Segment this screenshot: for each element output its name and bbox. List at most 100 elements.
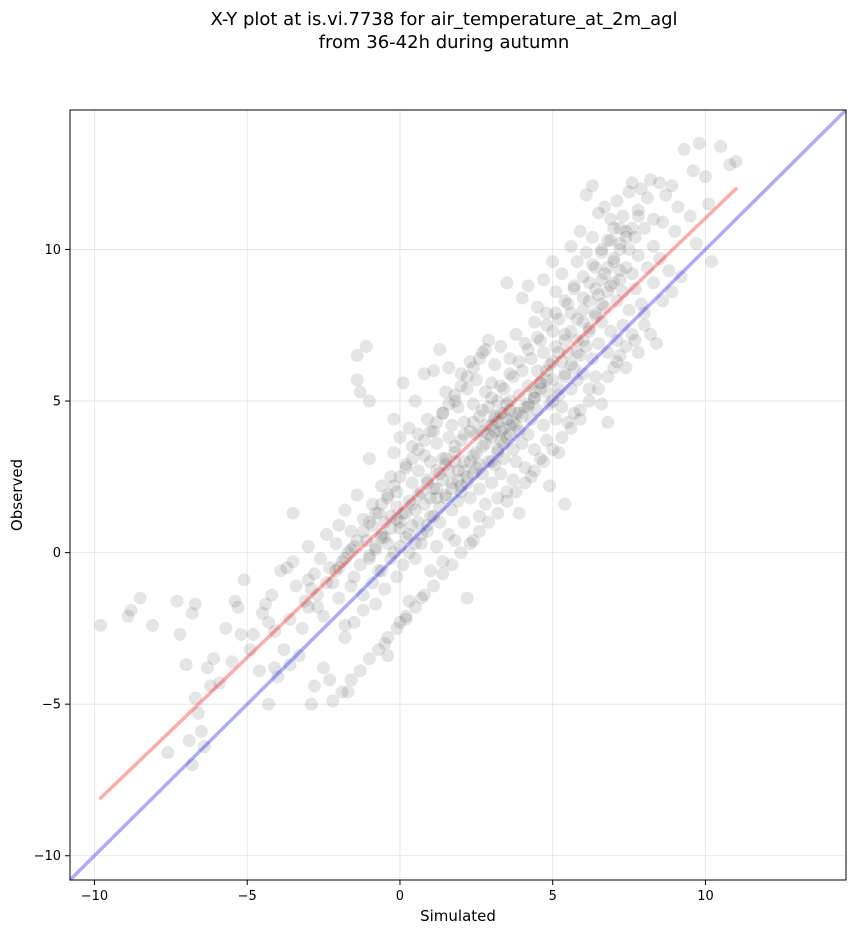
scatter-point bbox=[365, 497, 379, 511]
scatter-point bbox=[521, 279, 535, 293]
scatter-point bbox=[448, 439, 462, 453]
scatter-point bbox=[637, 306, 651, 320]
scatter-point bbox=[604, 212, 618, 226]
scatter-point bbox=[301, 540, 315, 554]
scatter-point bbox=[656, 294, 670, 308]
reference-lines bbox=[70, 110, 846, 880]
scatter-point bbox=[482, 515, 496, 529]
scatter-point bbox=[601, 261, 615, 275]
scatter-point bbox=[714, 139, 728, 153]
scatter-point bbox=[405, 439, 419, 453]
scatter-point bbox=[417, 497, 431, 511]
scatter-point bbox=[463, 355, 477, 369]
scatter-point bbox=[255, 606, 269, 620]
scatter-point bbox=[512, 406, 526, 420]
scatter-point bbox=[194, 724, 208, 738]
scatter-point bbox=[595, 315, 609, 329]
scatter-point bbox=[393, 430, 407, 444]
scatter-point bbox=[634, 297, 648, 311]
scatter-point bbox=[454, 379, 468, 393]
scatter-point bbox=[320, 527, 334, 541]
scatter-point bbox=[338, 552, 352, 566]
scatter-point bbox=[411, 427, 425, 441]
fit-line bbox=[98, 187, 738, 800]
scatter-point bbox=[650, 336, 664, 350]
scatter-point bbox=[494, 406, 508, 420]
scatter-point bbox=[280, 561, 294, 575]
scatter-point bbox=[356, 524, 370, 538]
scatter-point bbox=[485, 455, 499, 469]
scatter-point bbox=[451, 473, 465, 487]
scatter-point bbox=[585, 230, 599, 244]
scatter-point bbox=[631, 346, 645, 360]
scatter-point bbox=[524, 470, 538, 484]
scatter-point bbox=[472, 409, 486, 423]
scatter-point bbox=[427, 364, 441, 378]
scatter-point bbox=[530, 330, 544, 344]
scatter-point bbox=[582, 321, 596, 335]
scatter-point bbox=[369, 506, 383, 520]
scatter-point bbox=[561, 297, 575, 311]
scatter-point bbox=[546, 443, 560, 457]
scatter-point bbox=[219, 621, 233, 635]
scatter-point bbox=[582, 382, 596, 396]
scatter-point bbox=[344, 543, 358, 557]
scatter-point bbox=[369, 540, 383, 554]
scatter-point bbox=[466, 397, 480, 411]
scatter-point bbox=[588, 282, 602, 296]
scatter-point bbox=[509, 406, 523, 420]
scatter-point bbox=[350, 373, 364, 387]
scatter-point bbox=[491, 506, 505, 520]
scatter-point bbox=[613, 242, 627, 256]
scatter-point bbox=[540, 364, 554, 378]
scatter-point bbox=[402, 494, 416, 508]
scatter-point bbox=[601, 233, 615, 247]
scatter-point bbox=[515, 436, 529, 450]
grid bbox=[70, 110, 846, 880]
scatter-point bbox=[375, 479, 389, 493]
scatter-point bbox=[356, 512, 370, 526]
scatter-point bbox=[558, 497, 572, 511]
scatter-point bbox=[182, 734, 196, 748]
scatter-point bbox=[478, 497, 492, 511]
scatter-point bbox=[518, 400, 532, 414]
scatter-point bbox=[555, 267, 569, 281]
scatter-point bbox=[399, 461, 413, 475]
scatter-point bbox=[430, 540, 444, 554]
scatter-point bbox=[350, 488, 364, 502]
scatter-point bbox=[488, 424, 502, 438]
scatter-point bbox=[631, 209, 645, 223]
scatter-point bbox=[677, 142, 691, 156]
scatter-point bbox=[573, 349, 587, 363]
scatter-point bbox=[369, 597, 383, 611]
scatter-point bbox=[500, 485, 514, 499]
scatter-point bbox=[592, 336, 606, 350]
scatter-point bbox=[472, 352, 486, 366]
scatter-point bbox=[653, 252, 667, 266]
scatter-point bbox=[460, 470, 474, 484]
scatter-point bbox=[161, 746, 175, 760]
scatter-point bbox=[341, 685, 355, 699]
scatter-point bbox=[466, 467, 480, 481]
scatter-point bbox=[237, 573, 251, 587]
scatter-point bbox=[445, 503, 459, 517]
y-axis-label: Observed bbox=[8, 459, 26, 531]
scatter-point bbox=[512, 355, 526, 369]
scatter-point bbox=[524, 412, 538, 426]
scatter-point bbox=[506, 473, 520, 487]
scatter-point bbox=[265, 588, 279, 602]
scatter-point bbox=[491, 443, 505, 457]
scatter-point bbox=[436, 555, 450, 569]
scatter-point bbox=[408, 503, 422, 517]
scatter-point bbox=[469, 427, 483, 441]
scatter-point bbox=[414, 537, 428, 551]
scatter-point bbox=[384, 552, 398, 566]
scatter-point bbox=[393, 521, 407, 535]
scatter-point bbox=[191, 706, 205, 720]
scatter-point bbox=[188, 691, 202, 705]
scatter-point bbox=[595, 397, 609, 411]
scatter-point bbox=[436, 473, 450, 487]
scatter-point bbox=[268, 661, 282, 675]
scatter-point bbox=[207, 652, 221, 666]
